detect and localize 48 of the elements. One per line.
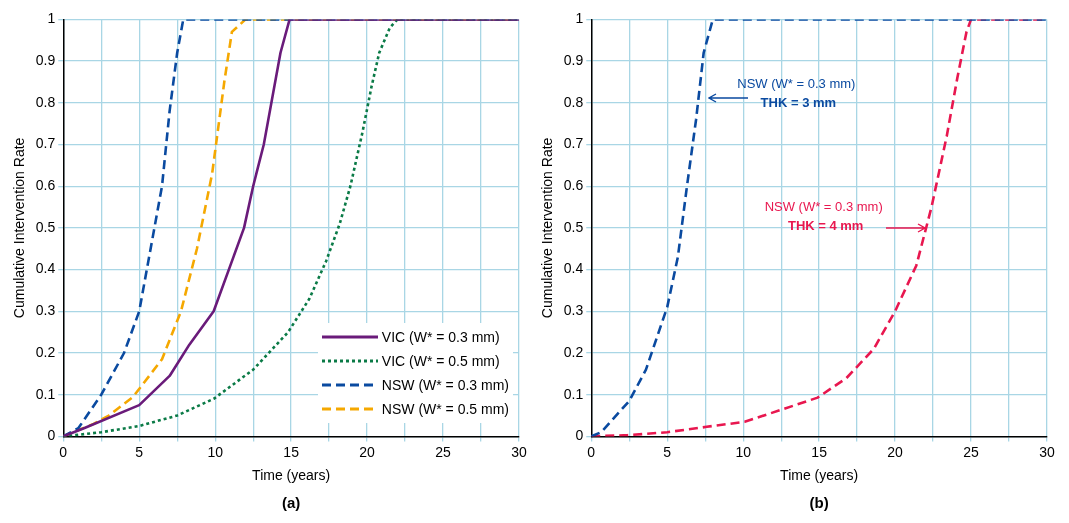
y-tick-label: 0.7 <box>563 135 584 152</box>
y-tick-label: 0.1 <box>35 385 56 402</box>
x-axis-title: Time (years) <box>252 467 331 484</box>
y-tick-label: 0.2 <box>563 343 584 360</box>
y-axis-title: Cumulative Intervention Rate <box>539 137 556 319</box>
y-tick-label: 0.9 <box>563 51 584 68</box>
x-tick-label: 0 <box>587 443 596 460</box>
y-tick-label: 0.5 <box>563 218 584 235</box>
legend-label: VIC (W* = 0.5 mm) <box>381 353 500 369</box>
x-tick-label: 30 <box>511 443 527 460</box>
x-tick-label: 30 <box>1039 443 1055 460</box>
x-tick-label: 10 <box>207 443 224 460</box>
y-tick-label: 1 <box>575 10 584 27</box>
y-tick-label: 0.9 <box>35 51 56 68</box>
y-tick-label: 0.1 <box>563 385 584 402</box>
text: (a) <box>281 493 301 511</box>
y-tick-label: 1 <box>47 10 56 27</box>
y-tick-label: 0.6 <box>563 177 584 194</box>
legend-label: NSW (W* = 0.3 mm) <box>381 377 509 393</box>
x-tick-label: 15 <box>811 443 828 460</box>
y-tick-label: 0.6 <box>35 177 56 194</box>
y-tick-label: 0.3 <box>35 302 56 319</box>
y-tick-label: 0.4 <box>563 260 584 277</box>
x-tick-label: 0 <box>59 443 68 460</box>
legend-label: VIC (W* = 0.3 mm) <box>381 329 500 345</box>
x-tick-label: 25 <box>963 443 980 460</box>
x-tick-label: 5 <box>663 443 672 460</box>
y-tick-label: 0 <box>47 427 56 444</box>
y-tick-label: 0.8 <box>35 93 56 110</box>
x-tick-label: 20 <box>887 443 904 460</box>
x-axis-title: Time (years) <box>780 467 859 484</box>
x-tick-label: 20 <box>359 443 376 460</box>
y-tick-label: 0.3 <box>563 302 584 319</box>
legend-label: NSW (W* = 0.5 mm) <box>381 401 509 417</box>
annotation: NSW (W* = 0.3 mm) THK = 3 mm <box>737 75 856 110</box>
y-axis-title: Cumulative Intervention Rate <box>11 137 28 319</box>
y-tick-label: 0.7 <box>35 135 56 152</box>
text: (b) <box>809 493 829 511</box>
y-tick-label: 0.2 <box>35 343 56 360</box>
x-tick-label: 10 <box>735 443 752 460</box>
annotation: NSW (W* = 0.3 mm) THK = 4 mm <box>764 198 883 233</box>
y-tick-label: 0.8 <box>563 93 584 110</box>
x-tick-label: 5 <box>135 443 144 460</box>
y-tick-label: 0 <box>575 427 584 444</box>
x-tick-label: 15 <box>283 443 300 460</box>
x-tick-label: 25 <box>435 443 452 460</box>
y-tick-label: 0.5 <box>35 218 56 235</box>
y-tick-label: 0.4 <box>35 260 56 277</box>
